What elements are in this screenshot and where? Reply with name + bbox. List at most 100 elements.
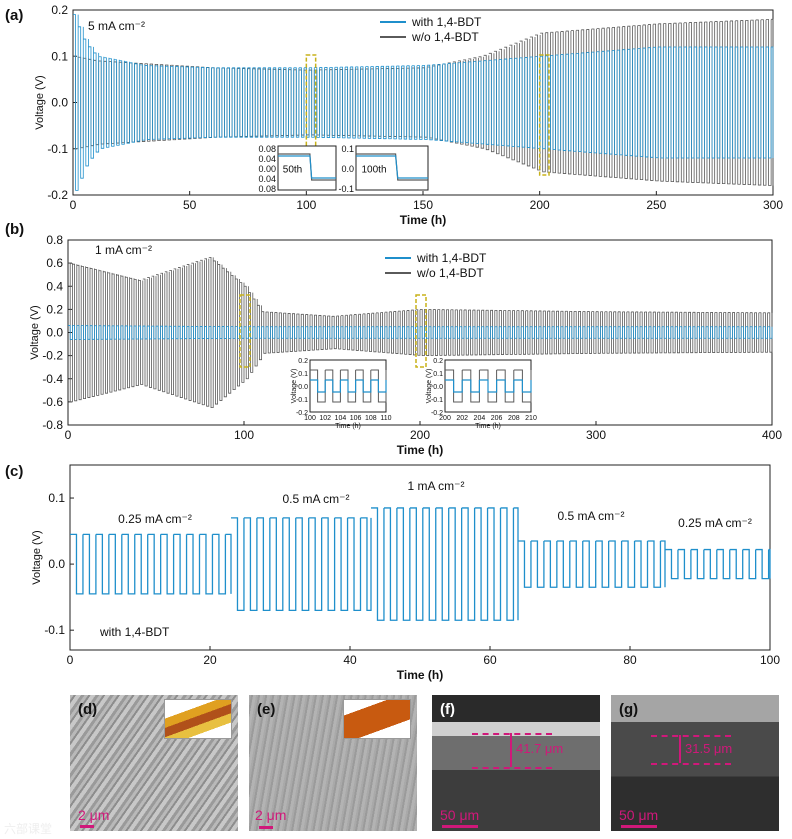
b-x-tick-label: 300 bbox=[586, 428, 606, 442]
a-y-tick-label: 0.0 bbox=[51, 96, 68, 110]
c-x-tick-label: 20 bbox=[203, 653, 217, 667]
thickness-arrow-f bbox=[510, 733, 512, 767]
micrograph-g: (g) 31.5 μm 50 μm bbox=[611, 695, 779, 831]
b-inset-x-title: Time (h) bbox=[335, 423, 361, 430]
thickness-marker-f bbox=[472, 733, 552, 769]
b-inset-y-title: Voltage (V) bbox=[426, 369, 433, 404]
c-x-tick-label: 40 bbox=[343, 653, 357, 667]
b-highlight-box bbox=[239, 294, 251, 368]
b-highlight-box bbox=[415, 294, 427, 368]
micrograph-f: (f) 41.7 μm 50 μm bbox=[432, 695, 600, 831]
a-y-tick-label: -0.2 bbox=[47, 188, 68, 202]
scale-bar-g bbox=[621, 825, 657, 828]
thickness-label-g: 31.5 μm bbox=[685, 741, 733, 756]
b-y-tick-label: -0.4 bbox=[42, 372, 63, 386]
a-x-tick-label: 300 bbox=[763, 198, 783, 212]
b-inset-y-tick-label: 0.1 bbox=[298, 371, 308, 378]
c-series-label: with 1,4-BDT bbox=[99, 625, 170, 639]
c-segment-label: 1 mA cm⁻² bbox=[407, 479, 464, 493]
b-x-tick-label: 400 bbox=[762, 428, 782, 442]
c-segment-label: 0.25 mA cm⁻² bbox=[678, 516, 752, 530]
c-x-axis-title: Time (h) bbox=[397, 668, 443, 682]
b-inset-x-tick-label: 206 bbox=[491, 415, 503, 422]
b-inset-x-tick-label: 100 bbox=[304, 415, 316, 422]
b-x-tick-label: 0 bbox=[65, 428, 72, 442]
b-y-tick-label: -0.2 bbox=[42, 349, 63, 363]
b-y-tick-label: 0.4 bbox=[46, 279, 63, 293]
scale-label-e: 2 μm bbox=[255, 807, 287, 823]
c-x-tick-label: 0 bbox=[67, 653, 74, 667]
watermark: 六部课堂 bbox=[4, 822, 53, 836]
b-y-axis-title: Voltage (V) bbox=[29, 305, 41, 359]
micrograph-e: (e) 2 μm bbox=[249, 695, 417, 831]
a-inset-frame bbox=[355, 145, 429, 191]
b-inset-y-tick-label: -0.2 bbox=[296, 410, 308, 417]
a-highlight-box bbox=[538, 54, 550, 176]
c-segment-label: 0.25 mA cm⁻² bbox=[118, 512, 192, 526]
b-inset-y-tick-label: -0.2 bbox=[431, 410, 443, 417]
b-x-tick-label: 200 bbox=[410, 428, 430, 442]
scale-label-f: 50 μm bbox=[440, 807, 480, 823]
b-inset-y-tick-label: 0.1 bbox=[433, 371, 443, 378]
figure-canvas: (a)0 50 100 150 200 250 300-0.2-0.10.00.10.2Ti… bbox=[5, 3, 783, 682]
a-inset-cycle-label: 50th bbox=[283, 164, 302, 175]
a-legend-entry: with 1,4-BDT bbox=[411, 15, 482, 29]
afm-inset-d bbox=[164, 699, 232, 739]
scale-label-g: 50 μm bbox=[619, 807, 659, 823]
thickness-arrow-g bbox=[679, 735, 681, 763]
b-series-without bbox=[68, 256, 773, 409]
a-y-axis-title: Voltage (V) bbox=[34, 75, 46, 129]
b-inset-x-title: Time (h) bbox=[475, 423, 501, 430]
b-y-tick-label: -0.8 bbox=[42, 418, 63, 432]
scale-bar-d bbox=[80, 825, 94, 828]
c-y-axis-title: Voltage (V) bbox=[31, 530, 43, 584]
b-inset-trace-without bbox=[310, 369, 387, 403]
c-y-tick-label: 0.1 bbox=[48, 491, 65, 505]
c-series-with bbox=[70, 507, 771, 621]
b-inset-x-tick-label: 204 bbox=[474, 415, 486, 422]
panel-label-c: (c) bbox=[5, 463, 23, 480]
a-inset-y-tick-label: 0.1 bbox=[341, 144, 354, 154]
c-y-tick-label: 0.0 bbox=[48, 557, 65, 571]
a-inset-trace-with bbox=[356, 155, 428, 179]
b-inset-trace-without bbox=[445, 369, 532, 403]
b-inset-y-tick-label: 0.0 bbox=[433, 384, 443, 391]
b-legend-entry: with 1,4-BDT bbox=[416, 251, 487, 265]
b-y-tick-label: 0.6 bbox=[46, 256, 63, 270]
a-x-tick-label: 250 bbox=[646, 198, 666, 212]
b-legend-entry: w/o 1,4-BDT bbox=[416, 266, 484, 280]
a-inset-y-tick-label: 0.08 bbox=[258, 184, 276, 194]
a-inset-y-tick-label: 0.08 bbox=[258, 144, 276, 154]
b-y-tick-label: 0.2 bbox=[46, 302, 63, 316]
panel-label-e: (e) bbox=[257, 701, 276, 718]
a-x-tick-label: 0 bbox=[70, 198, 77, 212]
thickness-label-f: 41.7 μm bbox=[516, 741, 564, 756]
b-inset-x-tick-label: 102 bbox=[319, 415, 331, 422]
b-inset-trace-with bbox=[310, 379, 387, 393]
micrograph-d: (d) 2 μm bbox=[70, 695, 238, 831]
panel-label-a: (a) bbox=[5, 7, 23, 24]
a-x-axis-title: Time (h) bbox=[400, 213, 446, 227]
a-y-tick-label: 0.1 bbox=[51, 49, 68, 63]
a-inset-frame bbox=[277, 145, 337, 191]
scale-bar-f bbox=[442, 825, 478, 828]
a-current-density-label: 5 mA cm⁻² bbox=[88, 19, 145, 33]
b-y-tick-label: 0.0 bbox=[46, 326, 63, 340]
a-inset-cycle-label: 100th bbox=[361, 164, 386, 175]
b-current-density-label: 1 mA cm⁻² bbox=[95, 243, 152, 257]
a-inset-y-tick-label: 0.00 bbox=[258, 164, 276, 174]
b-inset-x-tick-label: 108 bbox=[365, 415, 377, 422]
a-x-tick-label: 200 bbox=[530, 198, 550, 212]
afm-inset-e bbox=[343, 699, 411, 739]
thickness-marker-g bbox=[651, 735, 731, 765]
b-inset-y-title: Voltage (V) bbox=[291, 369, 298, 404]
a-x-tick-label: 100 bbox=[296, 198, 316, 212]
a-y-tick-label: -0.1 bbox=[47, 142, 68, 156]
scale-bar-e bbox=[259, 826, 273, 829]
b-inset-y-tick-label: 0.2 bbox=[433, 358, 443, 365]
b-inset-y-tick-label: -0.1 bbox=[296, 397, 308, 404]
b-inset-x-tick-label: 106 bbox=[350, 415, 362, 422]
b-x-axis-title: Time (h) bbox=[397, 443, 443, 457]
b-series-with bbox=[68, 325, 773, 340]
b-inset-y-tick-label: 0.2 bbox=[298, 358, 308, 365]
